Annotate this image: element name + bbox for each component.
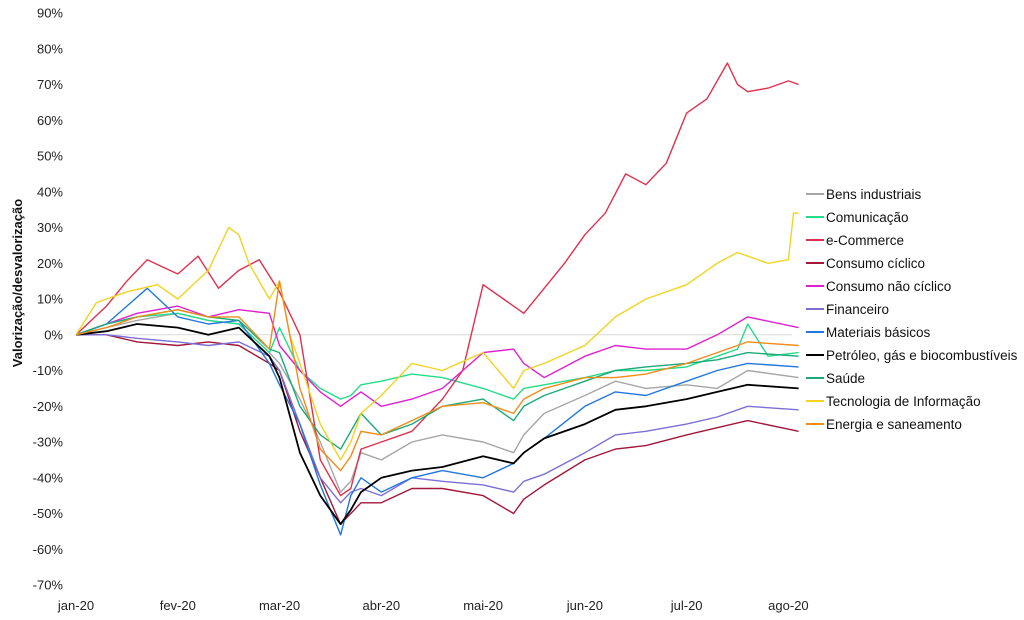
legend-label: Comunicação [826,210,909,225]
legend-label: Tecnologia de Informação [826,394,981,409]
legend-label: Saúde [826,371,865,386]
y-tick-label: 80% [37,41,63,56]
x-tick-label: jun-20 [566,598,603,613]
x-tick-label: mar-20 [259,598,300,613]
legend-label: e-Commerce [826,233,904,248]
series-line [75,312,799,400]
y-axis-label: Valorização/desvalorização [10,199,25,367]
y-tick-label: -40% [33,470,64,485]
legend: Bens industriais Comunicação e-Commerce Con… [806,187,1018,432]
x-tick-label: jan-20 [57,598,94,613]
y-tick-label: -20% [33,399,64,414]
series-line [75,212,799,461]
y-tick-label: 30% [37,220,63,235]
series-line [76,334,799,504]
legend-label: Energia e saneamento [826,417,962,432]
y-tick-label: 40% [37,184,63,199]
y-tick-label: 70% [37,77,63,92]
series-line [75,323,799,526]
series-line [75,287,799,536]
y-tick-label: 50% [37,149,63,164]
series-line [75,280,799,472]
y-tick-label: 90% [37,6,63,21]
legend-label: Consumo cíclico [826,256,925,271]
x-tick-label: fev-20 [160,598,196,613]
y-axis: 90% 80% 70% 60% 50% 40% 30% 20% 10% 0% -10% -20% -30… [33,6,64,593]
series-line [76,334,799,525]
x-tick-label: abr-20 [363,598,401,613]
legend-label: Petróleo, gás e biocombustíveis [826,348,1018,363]
series-line [75,312,799,493]
x-tick-label: mai-20 [463,598,503,613]
legend-label: Bens industriais [826,187,922,202]
y-tick-label: 20% [37,256,63,271]
y-tick-label: -10% [33,363,64,378]
y-tick-label: -50% [33,506,64,521]
plot-area [75,62,799,536]
x-axis: jan-20 fev-20 mar-20 abr-20 mai-20 jun-20 jul-… [57,598,809,613]
legend-label: Financeiro [826,302,889,317]
y-tick-label: -60% [33,542,64,557]
x-tick-label: jul-20 [670,598,703,613]
series-line [75,305,799,407]
x-tick-label: ago-20 [768,598,808,613]
y-tick-label: 0% [44,327,63,342]
y-tick-label: -30% [33,435,64,450]
series-line [75,62,799,497]
y-tick-label: -70% [33,578,64,593]
legend-label: Materiais básicos [826,325,931,340]
y-tick-label: 60% [37,113,63,128]
y-tick-label: 10% [37,292,63,307]
legend-label: Consumo não cíclico [826,279,951,294]
